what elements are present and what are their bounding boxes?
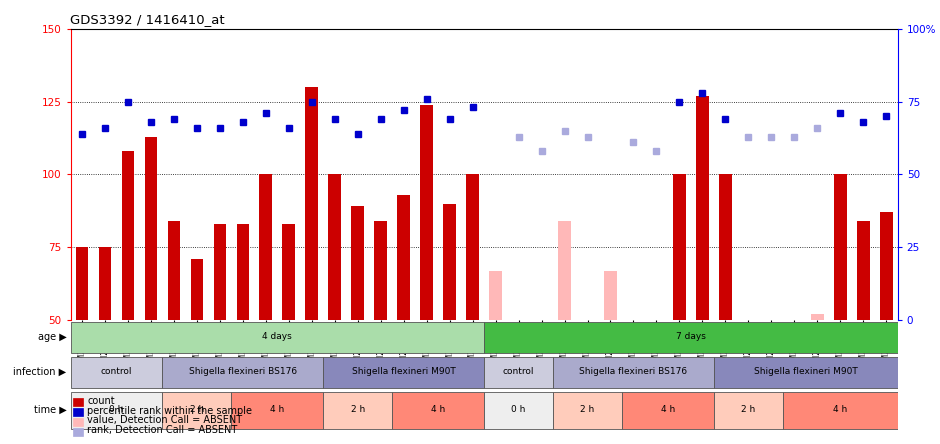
Bar: [374, 221, 387, 320]
Bar: [70, 392, 163, 428]
Bar: [259, 174, 272, 320]
Bar: [444, 203, 456, 320]
Text: 4 h: 4 h: [270, 405, 285, 414]
Text: 4 h: 4 h: [833, 405, 847, 414]
Text: Shigella flexineri BS176: Shigella flexineri BS176: [579, 367, 687, 376]
Bar: [191, 259, 203, 320]
Bar: [75, 247, 88, 320]
Bar: [306, 87, 318, 320]
Bar: [880, 212, 892, 320]
Text: 2 h: 2 h: [580, 405, 595, 414]
Bar: [622, 392, 713, 428]
Bar: [145, 137, 157, 320]
Text: 2 h: 2 h: [190, 405, 204, 414]
Text: rank, Detection Call = ABSENT: rank, Detection Call = ABSENT: [87, 425, 238, 435]
Text: 4 days: 4 days: [262, 332, 292, 341]
Bar: [484, 392, 553, 428]
Bar: [328, 174, 341, 320]
Text: 2 h: 2 h: [351, 405, 365, 414]
Text: percentile rank within the sample: percentile rank within the sample: [87, 406, 253, 416]
Bar: [392, 392, 484, 428]
Text: value, Detection Call = ABSENT: value, Detection Call = ABSENT: [87, 416, 243, 425]
Bar: [231, 392, 323, 428]
Bar: [163, 357, 323, 388]
Bar: [99, 247, 111, 320]
Bar: [489, 270, 502, 320]
Text: GDS3392 / 1416410_at: GDS3392 / 1416410_at: [70, 13, 225, 26]
Bar: [857, 221, 870, 320]
Bar: [70, 357, 163, 388]
Bar: [484, 322, 898, 353]
Bar: [713, 357, 898, 388]
Text: count: count: [87, 396, 115, 406]
Bar: [713, 392, 783, 428]
Bar: [282, 224, 295, 320]
Text: age ▶: age ▶: [38, 332, 67, 342]
Bar: [558, 221, 571, 320]
Bar: [163, 392, 231, 428]
Text: 4 h: 4 h: [431, 405, 446, 414]
Bar: [553, 357, 713, 388]
Bar: [553, 392, 622, 428]
Text: infection ▶: infection ▶: [13, 367, 67, 377]
Text: Shigella flexineri M90T: Shigella flexineri M90T: [352, 367, 456, 376]
Bar: [673, 174, 685, 320]
Bar: [121, 151, 134, 320]
Bar: [834, 174, 847, 320]
Text: Shigella flexineri BS176: Shigella flexineri BS176: [189, 367, 297, 376]
Bar: [70, 322, 484, 353]
Bar: [719, 174, 731, 320]
Bar: [237, 224, 249, 320]
Bar: [213, 224, 227, 320]
Bar: [466, 174, 478, 320]
Text: Shigella flexineri M90T: Shigella flexineri M90T: [754, 367, 857, 376]
Bar: [323, 357, 484, 388]
Text: 4 h: 4 h: [661, 405, 675, 414]
Bar: [484, 357, 553, 388]
Bar: [323, 392, 392, 428]
Bar: [811, 314, 823, 320]
Bar: [696, 96, 709, 320]
Bar: [420, 105, 433, 320]
Bar: [604, 270, 617, 320]
Text: 7 days: 7 days: [676, 332, 706, 341]
Bar: [783, 392, 898, 428]
Text: 2 h: 2 h: [742, 405, 756, 414]
Text: 0 h: 0 h: [109, 405, 124, 414]
Text: control: control: [503, 367, 534, 376]
Bar: [398, 195, 410, 320]
Bar: [167, 221, 180, 320]
Text: control: control: [101, 367, 133, 376]
Bar: [352, 206, 364, 320]
Text: time ▶: time ▶: [34, 404, 67, 415]
Text: 0 h: 0 h: [511, 405, 525, 414]
